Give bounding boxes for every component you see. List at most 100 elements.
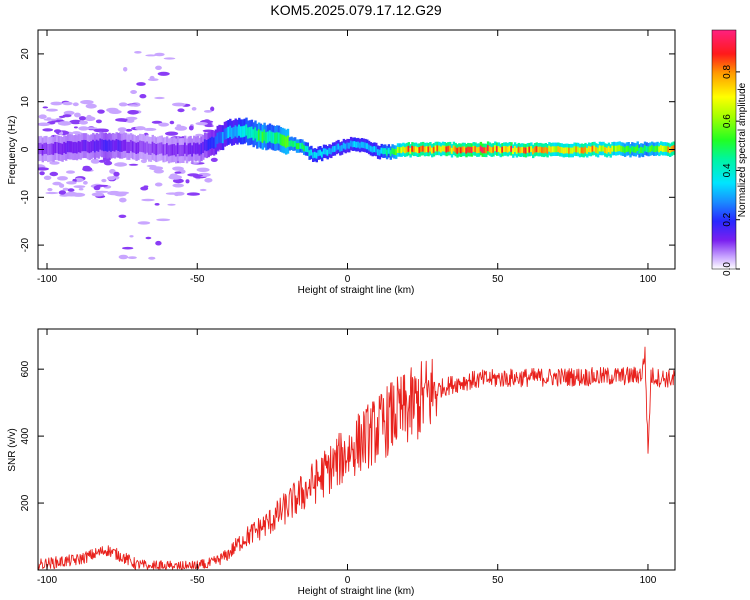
spectrogram-noise-blob — [43, 175, 52, 180]
spectrogram-noise-blob — [113, 171, 120, 177]
spectrogram-ridge-cell — [373, 146, 376, 153]
spectrogram-ridge-cell — [479, 145, 483, 152]
spectrogram-ridge-cell — [541, 147, 544, 154]
spectrogram-noise-blob — [153, 169, 164, 174]
spectrogram-ridge-cell — [333, 145, 337, 152]
spectrogram-ridge-cell — [167, 145, 171, 157]
spectrogram-ridge-cell — [643, 145, 647, 152]
spectrogram-noise-blob — [85, 103, 97, 109]
spectrogram-noise-blob — [149, 75, 155, 80]
spectrogram-ridge-cell — [501, 146, 504, 153]
spectrogram-ridge-cell — [562, 147, 565, 154]
spectrogram-ridge-cell — [294, 140, 297, 147]
spectrogram-ridge-cell — [523, 147, 526, 154]
spectrogram-ridge-cell — [474, 146, 477, 153]
spectrogram-ridge-cell — [131, 141, 135, 153]
spectrogram-ridge-cell — [230, 127, 234, 139]
snr-frame — [37, 328, 676, 571]
spectrogram-noise-blob — [62, 101, 73, 106]
spectrogram-noise-blob — [57, 121, 72, 126]
spectrogram-ridge-cell — [584, 146, 587, 153]
spectrogram-ridge-cell — [261, 131, 264, 143]
spectrogram-ridge-cell — [185, 145, 189, 157]
spectrogram-ridge-cell — [358, 142, 362, 149]
spectrogram-ridge-cell — [227, 126, 230, 139]
snr-x-label: Height of straight line (km) — [298, 586, 415, 597]
spectrogram-ridge-cell — [614, 145, 618, 152]
spectrogram-ridge-cell — [663, 145, 666, 152]
spectrogram-ridge-cell — [351, 141, 355, 148]
spectrogram-x-tick-label: 50 — [492, 274, 504, 285]
spectrogram-ridge-cell — [295, 143, 299, 150]
spectrogram-ridge-cell — [254, 127, 257, 139]
spectrogram-ridge-cell — [90, 141, 93, 153]
spectrogram-ridge-cell — [117, 139, 120, 151]
spectrogram-x-tick-label: -50 — [190, 274, 205, 285]
spectrogram-ridge-cell — [521, 146, 524, 153]
spectrogram-ridge-cell — [142, 141, 145, 153]
spectrogram-ridge-cell — [162, 144, 165, 156]
spectrogram-ridge-cell — [454, 146, 457, 153]
spectrogram-ridge-cell — [259, 130, 263, 142]
spectrogram-ridge-cell — [425, 146, 428, 153]
spectrogram-ridge-cell — [171, 144, 174, 156]
spectrogram-noise-blob — [135, 126, 146, 131]
spectrogram-ridge-cell — [176, 142, 180, 154]
spectrogram-noise-blob — [210, 157, 218, 162]
snr-x-tick-label: -50 — [190, 575, 205, 586]
spectrogram-ridge-cell — [391, 147, 394, 154]
snr-ticks: -100 -50 0 50 100 200 400 600 — [20, 329, 675, 586]
spectrogram-ridge-cell — [191, 145, 194, 157]
spectrogram-ridge-cell — [468, 146, 472, 153]
snr-x-tick-label: -100 — [37, 575, 57, 586]
spectrogram-ridge-cell — [506, 146, 510, 153]
spectrogram-ridge-cell — [404, 147, 407, 154]
spectrogram-ridge-cell — [625, 146, 629, 152]
spectrogram-noise-blob — [190, 174, 204, 177]
spectrogram-ridge-cell — [627, 145, 630, 152]
spectrogram-ridge-cell — [513, 146, 517, 152]
spectrogram-ridge-cell — [160, 142, 163, 154]
spectrogram-noise-blob — [163, 57, 176, 60]
snr-y-tick-label: 600 — [20, 360, 31, 377]
spectrogram-noise-blob — [172, 102, 186, 107]
spectrogram-ridge-cell — [477, 146, 481, 153]
spectrogram-ridge-cell — [481, 147, 484, 154]
spectrogram-ridge-cell — [661, 145, 665, 152]
spectrogram-noise-blob — [172, 178, 184, 184]
spectrogram-x-tick-label: 0 — [345, 274, 351, 285]
spectrogram-ridge-cell — [631, 145, 634, 152]
spectrogram-y-tick-label: -20 — [20, 237, 31, 252]
spectrogram-ridge-cell — [400, 147, 403, 154]
spectrogram-noise-blob — [174, 171, 182, 174]
spectrogram-ridge-cell — [194, 143, 198, 155]
snr-panel: -100 -50 0 50 100 200 400 600 Height of straigh… — [7, 328, 676, 597]
spectrogram-ridge-cell — [267, 131, 270, 143]
spectrogram-ridge-cell — [61, 143, 64, 155]
spectrogram-noise-blob — [185, 179, 190, 184]
spectrogram-ridge-cell — [568, 147, 571, 154]
spectrogram-ridge-cell — [420, 145, 423, 152]
spectrogram-ridge-cell — [158, 142, 162, 154]
snr-y-tick-label: 200 — [20, 494, 31, 511]
spectrogram-ridge-cell — [411, 145, 414, 152]
spectrogram-ridge-cell — [173, 144, 176, 156]
spectrogram-ridge-cell — [310, 149, 313, 156]
spectrogram-noise-blob — [118, 102, 128, 107]
spectrogram-ridge-cell — [110, 140, 113, 152]
spectrogram-ridge-cell — [102, 140, 106, 152]
spectrogram-ridge-cell — [367, 144, 371, 151]
spectrogram-noise-blob — [69, 119, 83, 125]
spectrogram-ridge-cell — [542, 147, 546, 154]
spectrogram-noise-blob — [117, 127, 127, 132]
spectrogram-ridge-cell — [571, 147, 574, 154]
spectrogram-ridge-cell — [413, 146, 416, 153]
spectrogram-ridge-cell — [389, 150, 392, 157]
spectrogram-ridge-cell — [211, 136, 214, 148]
colorbar-ticks: 0.0 0.2 0.4 0.6 0.8 — [722, 64, 740, 276]
spectrogram-noise-blob — [145, 54, 157, 57]
spectrogram-ridge-cell — [119, 140, 122, 152]
spectrogram-ridge-cell — [272, 132, 275, 144]
spectrogram-ridge-cell — [247, 127, 250, 139]
